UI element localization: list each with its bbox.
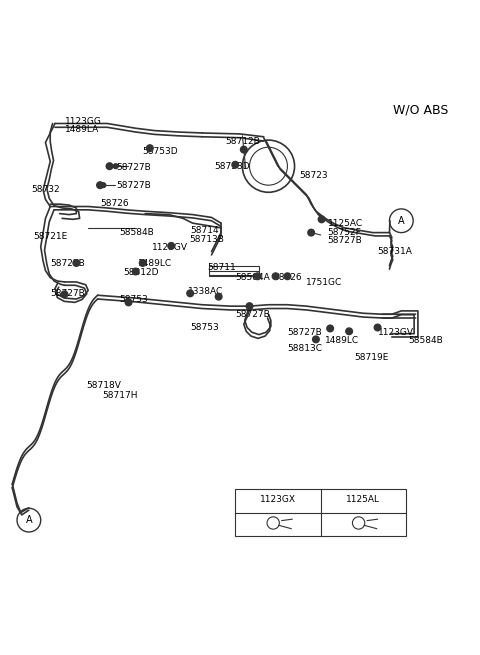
Text: 58711: 58711 xyxy=(207,263,236,272)
Text: 58723: 58723 xyxy=(300,171,328,180)
Circle shape xyxy=(374,324,381,331)
Text: 1338AC: 1338AC xyxy=(188,288,223,297)
Text: 58753: 58753 xyxy=(190,323,219,332)
Text: 1125AL: 1125AL xyxy=(347,495,380,504)
Text: 1751GC: 1751GC xyxy=(306,278,343,288)
Text: 58727B: 58727B xyxy=(50,289,85,298)
Text: 58713B: 58713B xyxy=(189,234,224,244)
Bar xyxy=(209,266,259,276)
Text: 1489LC: 1489LC xyxy=(138,259,172,269)
Text: 1489LA: 1489LA xyxy=(64,124,99,134)
Text: 1123GV: 1123GV xyxy=(378,328,414,337)
Text: 58584A: 58584A xyxy=(235,272,270,282)
Text: 1125AC: 1125AC xyxy=(328,219,363,228)
Text: 58753D: 58753D xyxy=(143,147,179,155)
Circle shape xyxy=(232,161,239,168)
Text: 1123GX: 1123GX xyxy=(260,495,296,504)
Text: 58721E: 58721E xyxy=(34,232,68,241)
Circle shape xyxy=(101,183,106,187)
Circle shape xyxy=(61,291,68,297)
Circle shape xyxy=(272,273,279,280)
Text: 58727B: 58727B xyxy=(328,236,362,245)
Circle shape xyxy=(139,259,146,267)
Text: 58712B: 58712B xyxy=(226,137,261,146)
Circle shape xyxy=(246,303,253,309)
Circle shape xyxy=(254,273,261,280)
Circle shape xyxy=(73,259,80,267)
Bar xyxy=(235,489,406,536)
Text: 58719E: 58719E xyxy=(354,353,388,362)
Text: 58727B: 58727B xyxy=(235,310,270,319)
Text: 58727B: 58727B xyxy=(117,162,151,172)
Text: 58717H: 58717H xyxy=(102,391,138,400)
Text: 58812D: 58812D xyxy=(124,269,159,278)
Text: 58727B: 58727B xyxy=(50,259,85,269)
Text: 58727B: 58727B xyxy=(117,181,151,190)
Circle shape xyxy=(216,293,222,300)
Text: 58727B: 58727B xyxy=(288,328,322,337)
Text: 1123GG: 1123GG xyxy=(64,117,101,126)
Circle shape xyxy=(318,216,325,223)
Text: A: A xyxy=(25,515,32,525)
Text: 1123GV: 1123GV xyxy=(152,243,188,252)
Text: 1489LC: 1489LC xyxy=(325,336,360,345)
Circle shape xyxy=(96,182,103,189)
Text: 58726: 58726 xyxy=(100,198,129,208)
Circle shape xyxy=(284,273,291,280)
Circle shape xyxy=(132,268,139,275)
Text: 58753: 58753 xyxy=(119,295,148,305)
Circle shape xyxy=(312,336,319,343)
Circle shape xyxy=(125,299,132,306)
Text: 58732: 58732 xyxy=(31,185,60,195)
Text: A: A xyxy=(398,215,405,226)
Text: 58584B: 58584B xyxy=(119,228,154,237)
Text: 58731A: 58731A xyxy=(378,247,412,256)
Circle shape xyxy=(240,146,247,153)
Circle shape xyxy=(346,328,352,335)
Text: 58813C: 58813C xyxy=(288,345,323,353)
Circle shape xyxy=(146,145,153,151)
Text: 58726: 58726 xyxy=(273,272,302,282)
Circle shape xyxy=(327,325,334,332)
Text: 58753D: 58753D xyxy=(214,162,250,171)
Text: 58714: 58714 xyxy=(190,226,219,235)
Circle shape xyxy=(113,164,118,168)
Text: 58752F: 58752F xyxy=(328,228,361,237)
Circle shape xyxy=(106,163,113,170)
Text: W/O ABS: W/O ABS xyxy=(393,103,448,117)
Text: 58584B: 58584B xyxy=(408,336,443,345)
Circle shape xyxy=(308,229,314,236)
Circle shape xyxy=(187,290,193,297)
Circle shape xyxy=(168,242,175,249)
Text: 58718V: 58718V xyxy=(86,381,120,390)
